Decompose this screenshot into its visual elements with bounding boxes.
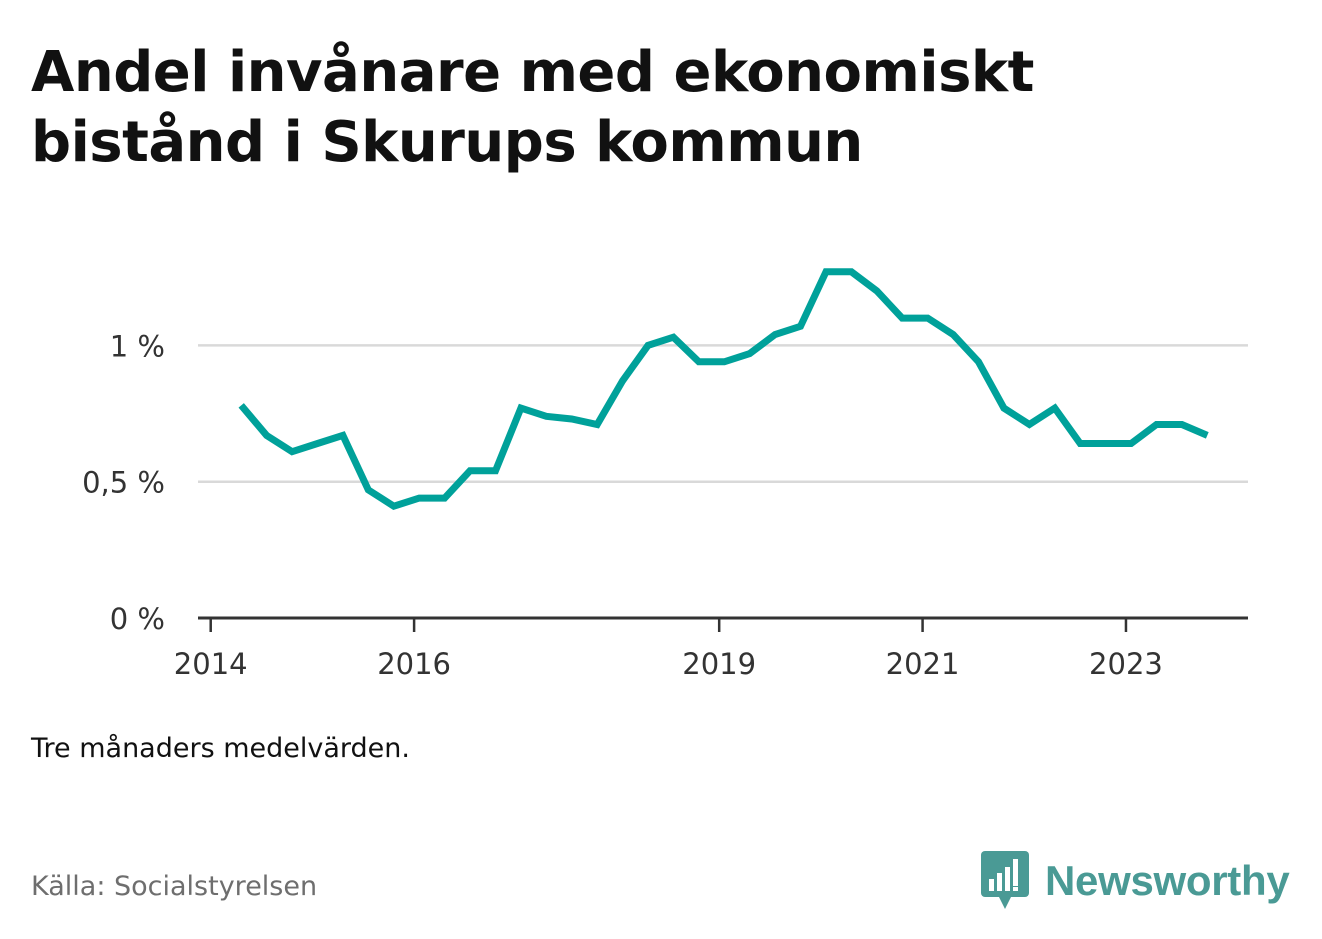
y-tick-label: 0 % xyxy=(110,602,165,636)
x-axis-labels: 2014 2016 2019 2021 2023 xyxy=(174,647,1163,681)
series-line xyxy=(238,268,1209,511)
brand-logo[interactable]: Newsworthy xyxy=(981,850,1290,912)
x-axis xyxy=(198,616,1248,632)
y-tick-label: 1 % xyxy=(110,329,165,363)
y-axis-labels: 0 % 0,5 % 1 % xyxy=(82,329,165,636)
newsworthy-logo-icon xyxy=(981,851,1029,909)
x-tick-label: 2023 xyxy=(1089,647,1163,681)
chart-title: Andel invånare med ekonomiskt bistånd i … xyxy=(31,40,1034,175)
source-credit: Källa: Socialstyrelsen xyxy=(31,871,318,902)
x-tick-label: 2019 xyxy=(682,647,756,681)
chart-note: Tre månaders medelvärden. xyxy=(31,733,410,764)
x-tick-label: 2014 xyxy=(174,647,248,681)
x-tick-label: 2016 xyxy=(377,647,451,681)
line-chart: 0 % 0,5 % 1 % 2014 2016 2019 2021 2023 xyxy=(82,268,1248,681)
brand-name: Newsworthy xyxy=(1045,857,1290,904)
x-tick-label: 2021 xyxy=(886,647,960,681)
gridlines xyxy=(198,344,1248,483)
y-tick-label: 0,5 % xyxy=(82,466,165,500)
series-layer xyxy=(238,268,1209,511)
